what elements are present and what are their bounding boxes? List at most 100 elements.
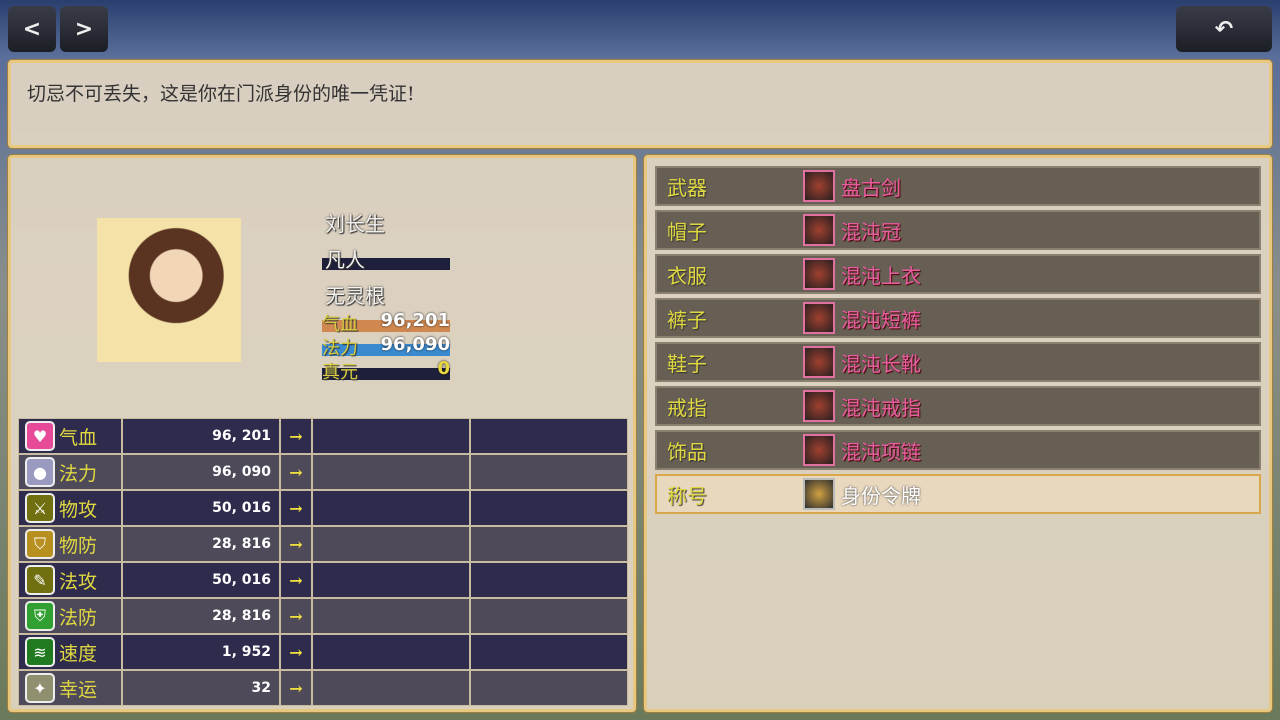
message-text: 切忌不可丢失，这是你在门派身份的唯一凭证! bbox=[27, 83, 415, 105]
equipment-slot[interactable]: 帽子 混沌冠 bbox=[655, 210, 1261, 250]
stat-new-value bbox=[312, 526, 470, 562]
zhenyuan-value: 0 bbox=[437, 358, 450, 379]
stat-value: 32 bbox=[122, 670, 280, 706]
equipment-slot[interactable]: 武器 盘古剑 bbox=[655, 166, 1261, 206]
next-button[interactable]: > bbox=[60, 6, 108, 52]
character-realm: 凡人 bbox=[325, 248, 365, 272]
slot-label: 帽子 bbox=[667, 219, 707, 244]
prev-button[interactable]: < bbox=[8, 6, 56, 52]
equipment-slot[interactable]: 称号 身份令牌 bbox=[655, 474, 1261, 514]
stat-value: 28, 816 bbox=[122, 526, 280, 562]
stat-label: 法防 bbox=[59, 606, 98, 629]
stat-diff bbox=[470, 562, 628, 598]
equipment-slot[interactable]: 鞋子 混沌长靴 bbox=[655, 342, 1261, 382]
stat-label: 法攻 bbox=[59, 570, 98, 593]
stats-table: ♥ 气血 96, 201 → ● 法力 96, 090 → ⚔ 物攻 50, 016 … bbox=[18, 418, 628, 706]
spirit-root: 无灵根 bbox=[325, 284, 385, 308]
arrow-icon: → bbox=[280, 490, 312, 526]
stat-label: 法力 bbox=[59, 462, 98, 485]
equipment-slot[interactable]: 衣服 混沌上衣 bbox=[655, 254, 1261, 294]
item-name: 混沌冠 bbox=[841, 219, 901, 244]
token-item-icon bbox=[803, 478, 835, 510]
stat-new-value bbox=[312, 670, 470, 706]
hp-value: 96,201 bbox=[380, 310, 450, 331]
stat-diff bbox=[470, 490, 628, 526]
equipment-slot[interactable]: 饰品 混沌项链 bbox=[655, 430, 1261, 470]
stat-diff bbox=[470, 670, 628, 706]
arrow-icon: → bbox=[280, 598, 312, 634]
arrow-icon: → bbox=[280, 454, 312, 490]
item-name: 混沌上衣 bbox=[841, 263, 921, 288]
slot-label: 称号 bbox=[667, 483, 707, 508]
stat-label: 物攻 bbox=[59, 498, 98, 521]
arrow-icon: → bbox=[280, 670, 312, 706]
stat-value: 96, 201 bbox=[122, 418, 280, 454]
item-name: 混沌长靴 bbox=[841, 351, 921, 376]
stat-row: ⛨ 法防 28, 816 → bbox=[18, 598, 628, 634]
stat-value: 28, 816 bbox=[122, 598, 280, 634]
stat-new-value bbox=[312, 598, 470, 634]
mp-label: 法力 bbox=[322, 338, 358, 359]
slot-label: 鞋子 bbox=[667, 351, 707, 376]
stat-row: ♥ 气血 96, 201 → bbox=[18, 418, 628, 454]
character-name: 刘长生 bbox=[325, 212, 385, 236]
arrow-icon: → bbox=[280, 634, 312, 670]
sword-item-icon bbox=[803, 170, 835, 202]
equipment-slot[interactable]: 裤子 混沌短裤 bbox=[655, 298, 1261, 338]
item-name: 盘古剑 bbox=[841, 175, 901, 200]
mp-bar bbox=[322, 344, 450, 356]
stat-row: ⚔ 物攻 50, 016 → bbox=[18, 490, 628, 526]
equipment-panel: 武器 盘古剑 帽子 混沌冠 衣服 混沌上衣 裤子 混沌短裤 鞋子 混沌长靴 戒指 混沌戒指… bbox=[644, 155, 1272, 712]
shield-icon: ⛉ bbox=[25, 529, 55, 559]
hp-label: 气血 bbox=[322, 314, 358, 335]
item-name: 混沌项链 bbox=[841, 439, 921, 464]
stat-row: ⛉ 物防 28, 816 → bbox=[18, 526, 628, 562]
stat-diff bbox=[470, 418, 628, 454]
zhenyuan-label: 真元 bbox=[322, 362, 358, 383]
zhenyuan-bar bbox=[322, 368, 450, 380]
undo-arrow-icon: ↶ bbox=[1214, 16, 1234, 42]
boot-icon: ≋ bbox=[25, 637, 55, 667]
stat-diff bbox=[470, 454, 628, 490]
mp-value: 96,090 bbox=[380, 334, 450, 355]
stat-new-value bbox=[312, 454, 470, 490]
boots-item-icon bbox=[803, 346, 835, 378]
stat-row: ✎ 法攻 50, 016 → bbox=[18, 562, 628, 598]
character-panel: 刘长生 凡人 无灵根 气血 96,201 法力 96,090 真元 0 ♥ 气血 96,… bbox=[8, 155, 636, 712]
stat-row: ● 法力 96, 090 → bbox=[18, 454, 628, 490]
stat-label: 气血 bbox=[59, 426, 98, 449]
orb-icon: ● bbox=[25, 457, 55, 487]
staff-icon: ✎ bbox=[25, 565, 55, 595]
stat-row: ≋ 速度 1, 952 → bbox=[18, 634, 628, 670]
stat-diff bbox=[470, 598, 628, 634]
stat-value: 1, 952 bbox=[122, 634, 280, 670]
slot-label: 裤子 bbox=[667, 307, 707, 332]
realm-bar bbox=[322, 258, 450, 270]
stat-new-value bbox=[312, 634, 470, 670]
back-button[interactable]: ↶ bbox=[1176, 6, 1272, 52]
stat-diff bbox=[470, 526, 628, 562]
clover-icon: ✦ bbox=[25, 673, 55, 703]
arrow-icon: → bbox=[280, 418, 312, 454]
stat-new-value bbox=[312, 418, 470, 454]
heart-icon: ♥ bbox=[25, 421, 55, 451]
hp-bar bbox=[322, 320, 450, 332]
stat-label: 幸运 bbox=[59, 678, 98, 701]
stat-label: 物防 bbox=[59, 534, 98, 557]
equipment-slot[interactable]: 戒指 混沌戒指 bbox=[655, 386, 1261, 426]
slot-label: 衣服 bbox=[667, 263, 707, 288]
robe-item-icon bbox=[803, 258, 835, 290]
stat-new-value bbox=[312, 490, 470, 526]
item-name: 混沌短裤 bbox=[841, 307, 921, 332]
ring-item-icon bbox=[803, 390, 835, 422]
sword-icon: ⚔ bbox=[25, 493, 55, 523]
necklace-item-icon bbox=[803, 434, 835, 466]
stat-value: 96, 090 bbox=[122, 454, 280, 490]
slot-label: 饰品 bbox=[667, 439, 707, 464]
magic-shield-icon: ⛨ bbox=[25, 601, 55, 631]
character-portrait bbox=[97, 218, 241, 362]
stat-diff bbox=[470, 634, 628, 670]
arrow-icon: → bbox=[280, 562, 312, 598]
arrow-icon: → bbox=[280, 526, 312, 562]
stat-new-value bbox=[312, 562, 470, 598]
